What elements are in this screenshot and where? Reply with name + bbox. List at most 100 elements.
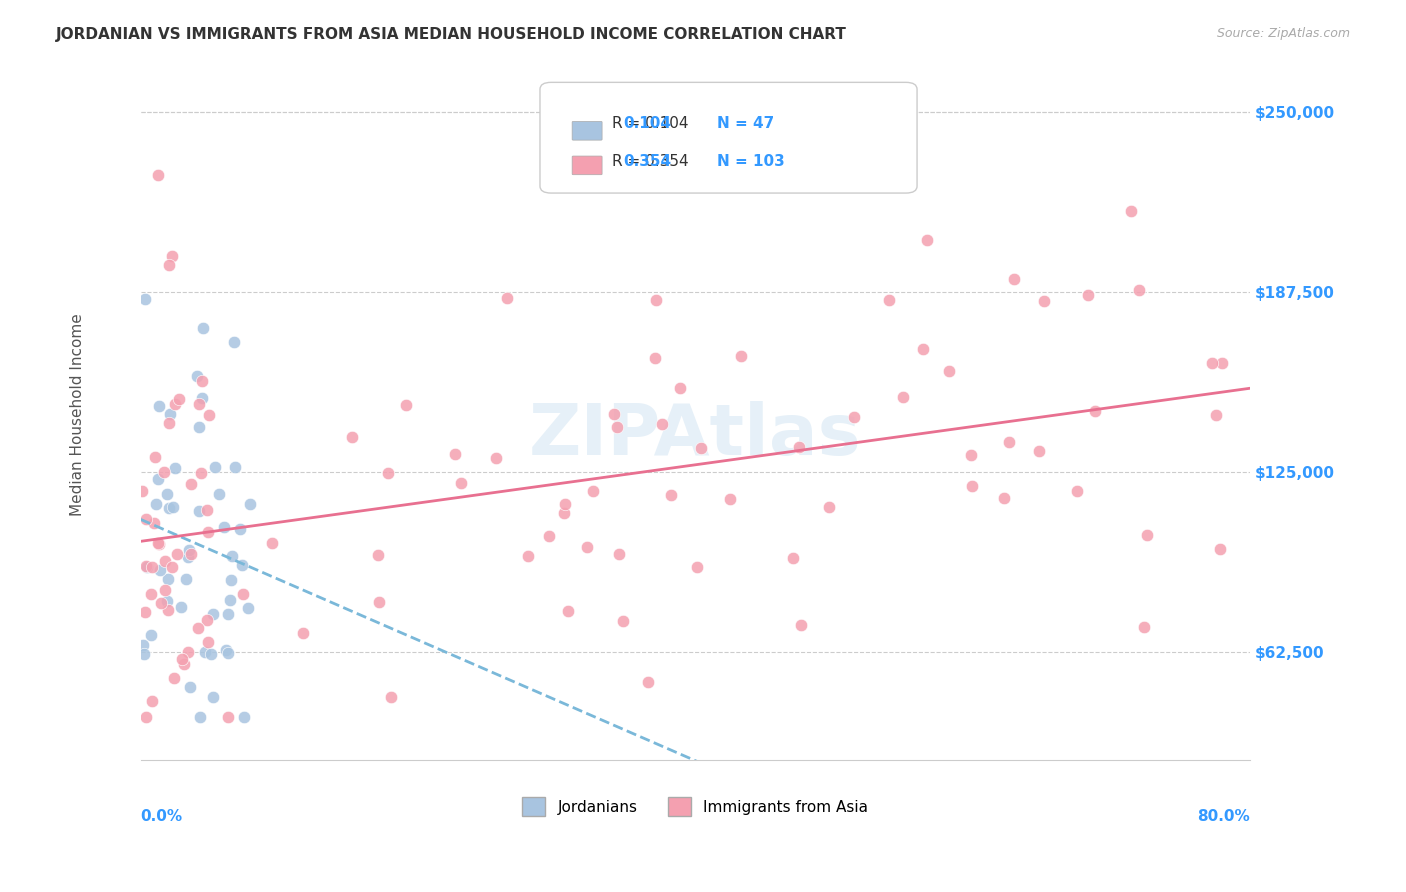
Point	[197, 524, 219, 539]
Point	[131, 484, 153, 499]
Point	[651, 417, 673, 431]
Point	[557, 604, 579, 618]
Point	[160, 560, 183, 574]
Point	[1033, 293, 1056, 308]
Point	[730, 349, 752, 363]
Text: 80.0%: 80.0%	[1197, 809, 1250, 824]
Point	[162, 500, 184, 515]
FancyBboxPatch shape	[572, 121, 602, 140]
Point	[891, 390, 914, 404]
Legend: Jordanians, Immigrants from Asia: Jordanians, Immigrants from Asia	[516, 791, 875, 822]
Point	[645, 293, 668, 307]
Point	[1028, 444, 1050, 458]
Point	[789, 618, 811, 632]
Point	[160, 249, 183, 263]
Point	[232, 710, 254, 724]
Point	[553, 506, 575, 520]
Point	[132, 638, 155, 652]
Point	[993, 491, 1015, 505]
Point	[149, 563, 172, 577]
Point	[150, 596, 173, 610]
Point	[395, 398, 418, 412]
Point	[1209, 541, 1232, 556]
Point	[232, 587, 254, 601]
Point	[188, 397, 211, 411]
Text: ZIPAtlas: ZIPAtlas	[529, 401, 862, 470]
Point	[197, 635, 219, 649]
Point	[818, 500, 841, 514]
Point	[221, 549, 243, 563]
Point	[538, 529, 561, 543]
Point	[136, 560, 159, 574]
Point	[135, 558, 157, 573]
Point	[787, 440, 810, 454]
Point	[148, 399, 170, 413]
Point	[998, 435, 1021, 450]
Point	[146, 168, 169, 182]
Point	[187, 420, 209, 434]
Point	[167, 392, 190, 407]
Point	[1201, 356, 1223, 370]
Point	[1205, 408, 1227, 422]
Point	[659, 488, 682, 502]
Point	[187, 621, 209, 635]
Point	[142, 516, 165, 530]
Point	[163, 461, 186, 475]
Point	[217, 607, 239, 622]
Point	[1119, 204, 1142, 219]
Point	[191, 374, 214, 388]
Point	[204, 460, 226, 475]
Point	[146, 535, 169, 549]
Point	[134, 605, 156, 619]
Point	[782, 551, 804, 566]
Point	[156, 486, 179, 500]
Point	[176, 572, 198, 586]
Point	[202, 690, 225, 704]
Point	[188, 710, 211, 724]
Point	[496, 291, 519, 305]
Point	[1133, 620, 1156, 634]
Point	[217, 646, 239, 660]
Point	[582, 484, 605, 499]
Text: R = 0.104: R = 0.104	[612, 116, 689, 131]
Text: N = 103: N = 103	[717, 154, 785, 169]
Point	[172, 652, 194, 666]
Point	[669, 381, 692, 395]
Point	[236, 600, 259, 615]
Point	[141, 559, 163, 574]
Text: Source: ZipAtlas.com: Source: ZipAtlas.com	[1216, 27, 1350, 40]
Point	[134, 647, 156, 661]
Point	[219, 574, 242, 588]
Point	[190, 466, 212, 480]
Point	[201, 607, 224, 621]
Point	[173, 657, 195, 671]
Point	[198, 409, 221, 423]
Point	[200, 648, 222, 662]
Point	[157, 416, 180, 430]
Point	[367, 548, 389, 562]
Point	[644, 351, 666, 366]
Point	[170, 600, 193, 615]
Point	[179, 681, 201, 695]
Point	[186, 369, 208, 384]
Point	[879, 293, 901, 308]
Text: N = 47: N = 47	[717, 116, 775, 131]
Point	[156, 603, 179, 617]
Point	[179, 542, 201, 557]
Point	[718, 492, 741, 507]
Point	[607, 547, 630, 561]
Point	[606, 420, 628, 434]
Point	[612, 614, 634, 628]
Point	[960, 479, 983, 493]
Point	[222, 335, 245, 350]
Point	[208, 487, 231, 501]
Point	[690, 441, 713, 455]
Point	[134, 292, 156, 306]
FancyBboxPatch shape	[540, 82, 917, 193]
Point	[686, 560, 709, 574]
Point	[219, 593, 242, 607]
Point	[603, 407, 626, 421]
Point	[260, 536, 283, 550]
Point	[156, 594, 179, 608]
Point	[157, 500, 180, 515]
